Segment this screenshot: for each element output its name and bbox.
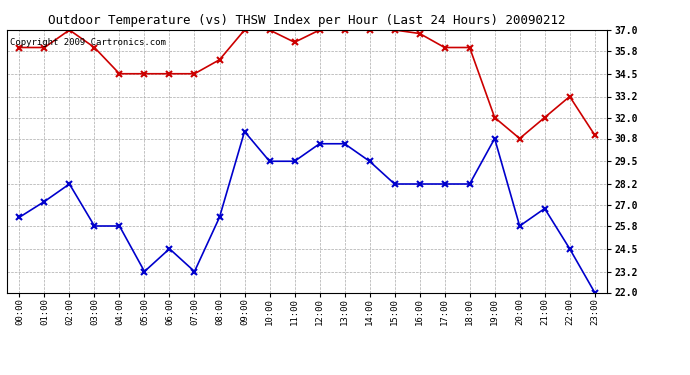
Title: Outdoor Temperature (vs) THSW Index per Hour (Last 24 Hours) 20090212: Outdoor Temperature (vs) THSW Index per … bbox=[48, 15, 566, 27]
Text: Copyright 2009 Cartronics.com: Copyright 2009 Cartronics.com bbox=[10, 38, 166, 47]
